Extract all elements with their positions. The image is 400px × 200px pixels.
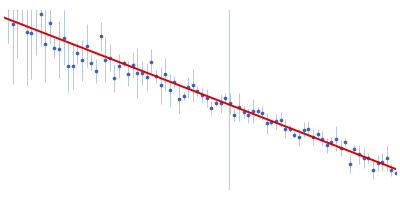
Point [134,72,141,75]
Point [324,144,330,147]
Point [37,13,44,16]
Point [259,111,265,114]
Point [70,64,76,67]
Point [277,118,284,121]
Point [319,137,325,140]
Point [226,102,233,105]
Point [365,156,372,160]
Point [93,69,99,72]
Point [116,64,122,67]
Point [180,95,187,98]
Point [333,137,339,140]
Point [176,97,182,100]
Point [240,110,247,114]
Point [213,101,219,105]
Point [338,146,344,149]
Point [342,140,348,144]
Point [144,75,150,78]
Point [300,128,307,131]
Point [388,168,394,171]
Point [56,48,62,51]
Point [14,6,21,10]
Point [236,105,242,108]
Point [305,127,312,130]
Point [268,121,274,124]
Point [84,44,90,47]
Point [356,153,362,156]
Point [130,63,136,66]
Point [60,36,67,39]
Point [157,84,164,87]
Point [328,141,334,144]
Point [148,60,154,63]
Point [204,96,210,100]
Point [282,127,288,130]
Point [125,72,132,75]
Point [185,86,192,89]
Point [74,51,81,55]
Point [111,77,118,80]
Point [287,127,293,131]
Point [194,90,201,93]
Point [79,59,85,62]
Point [171,80,178,84]
Point [65,65,72,68]
Point [28,32,34,35]
Point [208,106,214,110]
Point [310,136,316,139]
Point [166,88,173,92]
Point [190,84,196,87]
Point [102,58,108,61]
Point [245,114,252,117]
Point [370,168,376,171]
Point [51,46,58,49]
Point [351,148,358,151]
Point [379,160,385,164]
Point [42,42,48,46]
Point [162,73,168,76]
Point [120,61,127,65]
Point [153,75,159,78]
Point [106,56,113,59]
Point [46,21,53,25]
Point [360,156,367,160]
Point [273,120,279,123]
Point [296,136,302,139]
Point [97,35,104,38]
Point [264,122,270,125]
Point [291,134,298,137]
Point [222,96,228,100]
Point [384,157,390,160]
Point [314,132,321,136]
Point [217,102,224,105]
Point [250,109,256,112]
Point [254,109,261,112]
Point [24,30,30,33]
Point [347,162,353,165]
Point [199,93,205,97]
Point [88,61,94,64]
Point [5,6,11,10]
Point [139,71,145,75]
Point [393,171,399,175]
Point [231,113,238,117]
Point [374,161,381,165]
Point [10,22,16,26]
